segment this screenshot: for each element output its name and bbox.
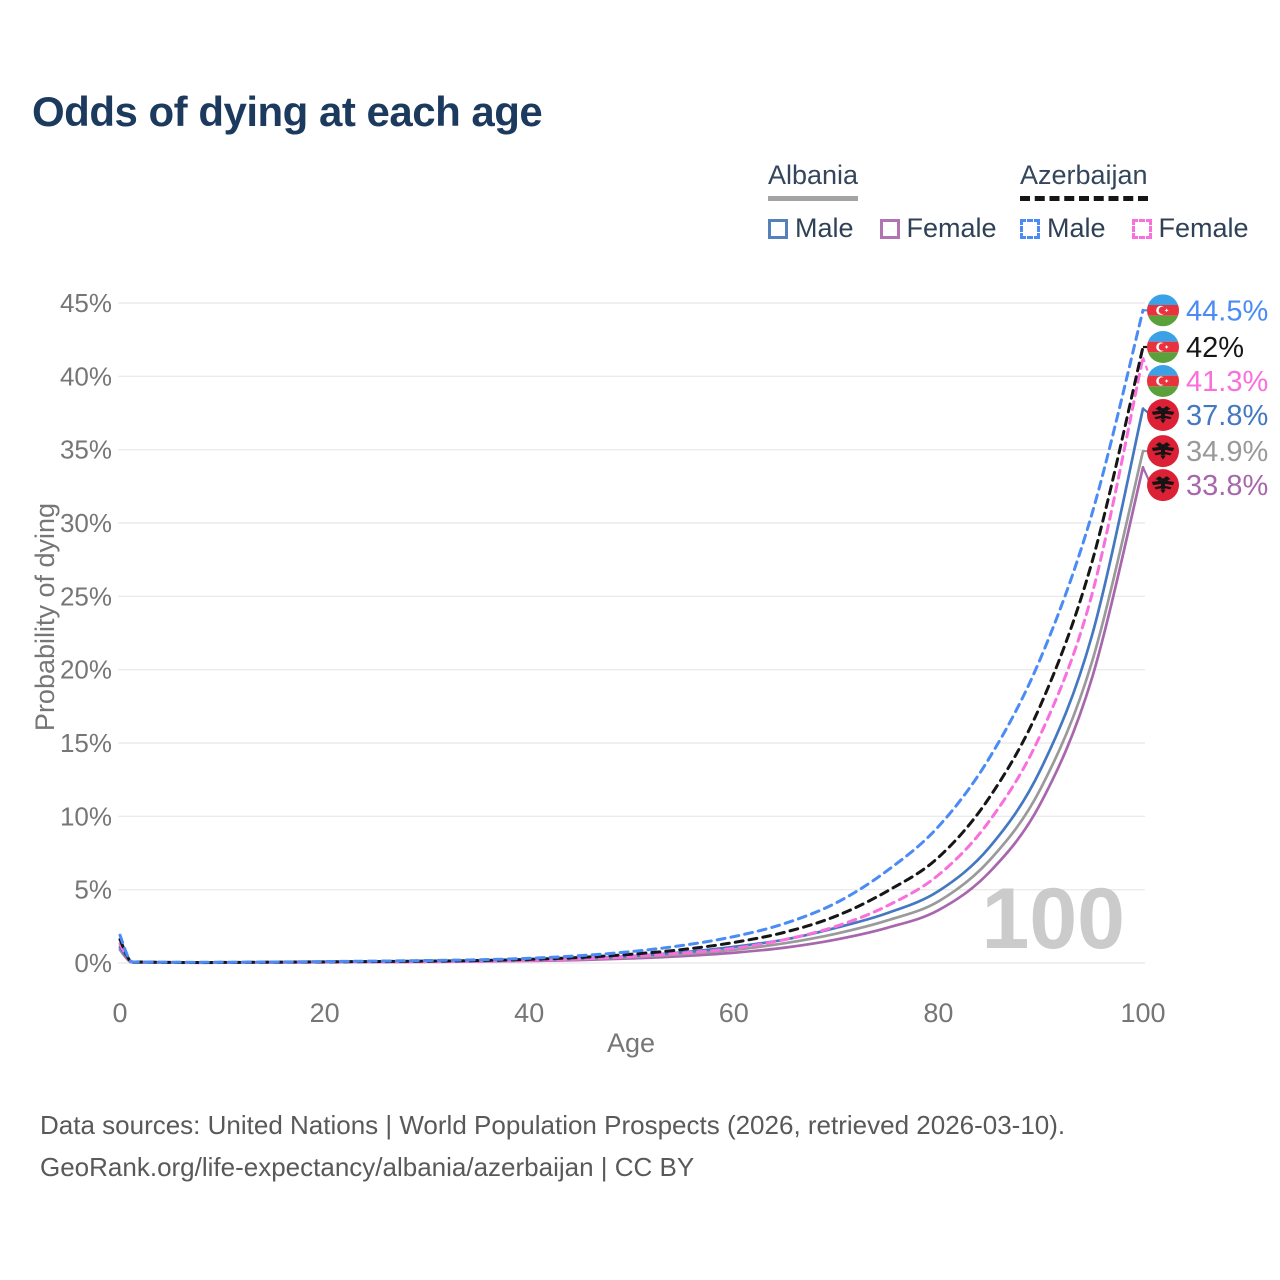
legend-group-albania: Albania Male Female [768, 160, 1023, 244]
series-line-azerbaijan-male[interactable] [118, 308, 1145, 964]
y-tick-label: 25% [60, 581, 112, 611]
azerbaijan-female-swatch-icon [1131, 218, 1152, 239]
y-tick-label: 10% [60, 801, 112, 831]
albania-flag-icon [1147, 399, 1179, 431]
albania-female-swatch-icon [879, 218, 900, 239]
azerbaijan-flag-icon [1147, 294, 1179, 327]
legend-group-azerbaijan: Azerbaijan Male Female [1020, 160, 1275, 244]
end-value-label-albania-female: 33.8% [1186, 470, 1268, 502]
albania-male-swatch-icon [768, 218, 788, 239]
y-tick-label: 0% [74, 948, 112, 978]
y-tick-label: 35% [60, 435, 112, 465]
y-tick-label: 20% [60, 655, 112, 685]
y-tick-label: 45% [60, 288, 112, 318]
legend-item-albania-male[interactable]: Male [768, 213, 854, 244]
y-axis-title: Probability of dying [30, 503, 60, 731]
end-value-label-azerbaijan-male: 44.5% [1186, 295, 1268, 327]
x-tick-label: 100 [1120, 998, 1165, 1028]
x-tick-label: 40 [514, 998, 544, 1028]
legend-label-azerbaijan-female: Female [1158, 213, 1249, 243]
x-tick-label: 80 [923, 998, 953, 1028]
legend-item-azerbaijan-female[interactable]: Female [1131, 213, 1249, 244]
legend-country-azerbaijan[interactable]: Azerbaijan [1020, 160, 1148, 201]
azerbaijan-flag-icon [1147, 365, 1179, 397]
chart-footer: Data sources: United Nations | World Pop… [40, 1104, 1065, 1188]
data-sources-text: Data sources: United Nations | World Pop… [40, 1110, 1066, 1140]
albania-flag-icon [1147, 435, 1179, 468]
x-tick-label: 0 [112, 998, 127, 1028]
legend-item-albania-female[interactable]: Female [879, 213, 997, 244]
legend-label-azerbaijan-male: Male [1047, 213, 1106, 243]
end-value-label-azerbaijan-female: 41.3% [1186, 366, 1268, 398]
attribution-text: GeoRank.org/life-expectancy/albania/azer… [40, 1152, 695, 1182]
legend-country-albania[interactable]: Albania [768, 160, 859, 201]
legend-row-albania: Male Female [768, 213, 1023, 244]
x-axis-title: Age [607, 1028, 655, 1058]
end-value-label-albania-male: 37.8% [1186, 400, 1268, 432]
x-tick-label: 60 [719, 998, 749, 1028]
y-tick-label: 30% [60, 508, 112, 538]
albania-flag-icon [1147, 469, 1179, 502]
y-tick-label: 15% [60, 728, 112, 758]
legend-row-azerbaijan: Male Female [1020, 213, 1275, 244]
azerbaijan-flag-icon [1147, 331, 1179, 363]
age-counter-watermark: 100 [982, 871, 1126, 967]
legend-label-albania-male: Male [795, 213, 854, 243]
legend-label-albania-female: Female [906, 213, 997, 243]
legend-item-azerbaijan-male[interactable]: Male [1020, 213, 1106, 244]
page-title: Odds of dying at each age [32, 88, 543, 135]
y-tick-label: 5% [74, 875, 112, 905]
end-value-label-azerbaijan-both: 42% [1186, 332, 1244, 364]
x-tick-label: 20 [310, 998, 340, 1028]
end-value-label-albania-both: 34.9% [1186, 436, 1268, 468]
azerbaijan-male-swatch-icon [1020, 218, 1040, 239]
y-tick-label: 40% [60, 361, 112, 391]
